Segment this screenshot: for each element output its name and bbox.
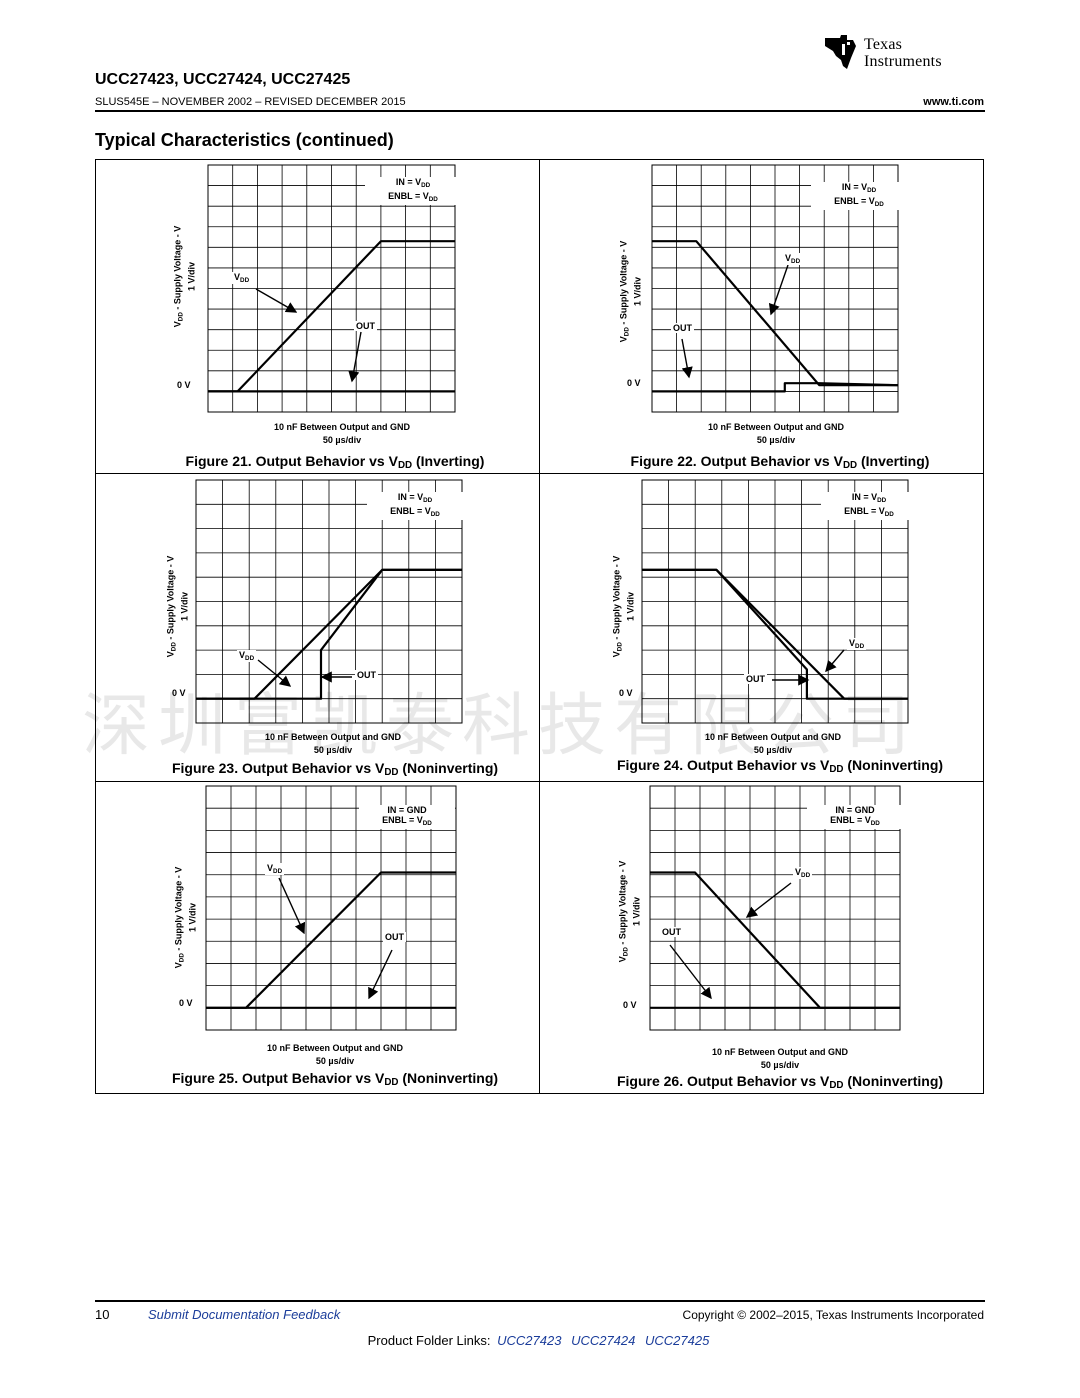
zero-volt-label: 0 V [179,998,193,1008]
out-tag: OUT [354,321,377,331]
ti-brand-line1: Texas [864,36,903,53]
footer-rule [95,1300,985,1302]
x-axis-scale: 50 µs/div [753,745,793,755]
section-title: Typical Characteristics (continued) [95,130,394,150]
out-tag: OUT [383,932,406,942]
figure-table-row-divider [95,781,984,782]
condition-label: IN = VDD ENBL = VDD [811,182,907,210]
x-axis-label: 10 nF Between Output and GND [273,422,410,432]
condition-in: IN = GND [387,805,427,815]
condition-label: IN = VDD ENBL = VDD [367,492,463,520]
figure-caption: Figure 26. Output Behavior vs VDD (Nonin… [616,1073,944,1091]
figure-caption: Figure 22. Output Behavior vs VDD (Inver… [630,453,930,471]
out-tag: OUT [744,674,767,684]
figure-caption: Figure 21. Output Behavior vs VDD (Inver… [185,453,485,471]
ti-logo-icon [825,35,856,69]
x-axis-label: 10 nF Between Output and GND [711,1047,848,1057]
condition-in: IN = VDD [395,177,431,189]
zero-volt-label: 0 V [623,1000,637,1010]
condition-enbl: ENBL = VDD [390,506,440,518]
x-axis-scale: 50 µs/div [313,745,353,755]
x-axis-label: 10 nF Between Output and GND [707,422,844,432]
x-axis-scale: 50 µs/div [760,1060,800,1070]
x-axis-scale: 50 µs/div [315,1056,355,1066]
links-label: Product Folder Links: [367,1333,491,1348]
zero-volt-label: 0 V [177,380,191,390]
vdd-tag: VDD [847,638,867,650]
condition-enbl: ENBL = VDD [830,815,880,827]
header-rule [95,110,985,112]
out-tag: OUT [660,927,683,937]
vdd-tag: VDD [265,863,285,875]
doc-subtitle: SLUS545E – NOVEMBER 2002 – REVISED DECEM… [95,96,406,108]
zero-volt-label: 0 V [627,378,641,388]
copyright: Copyright © 2002–2015, Texas Instruments… [682,1308,984,1322]
ti-logo: Texas Instruments [820,32,990,74]
figure-caption: Figure 25. Output Behavior vs VDD (Nonin… [171,1070,499,1088]
out-tag: OUT [671,323,694,333]
x-axis-label: 10 nF Between Output and GND [704,732,841,742]
doc-url-link[interactable]: www.ti.com [923,96,984,108]
figure-table-row-divider [95,473,984,474]
condition-in: IN = VDD [841,182,877,194]
x-axis-scale: 50 µs/div [322,435,362,445]
vdd-tag: VDD [237,650,257,662]
condition-in: IN = GND [835,805,875,815]
out-tag: OUT [355,670,378,680]
product-link-ucc27425[interactable]: UCC27425 [645,1333,710,1348]
zero-volt-label: 0 V [172,688,186,698]
condition-in: IN = VDD [397,492,433,504]
submit-feedback-link[interactable]: Submit Documentation Feedback [148,1307,341,1322]
ti-brand-line2: Instruments [864,53,942,70]
x-axis-scale: 50 µs/div [756,435,796,445]
ti-brand-name: Texas Instruments [864,36,942,70]
vdd-tag: VDD [783,253,803,265]
page-number: 10 [95,1307,110,1322]
condition-enbl: ENBL = VDD [844,506,894,518]
condition-in: IN = VDD [851,492,887,504]
product-link-ucc27424[interactable]: UCC27424 [571,1333,636,1348]
condition-enbl: ENBL = VDD [388,191,438,203]
vdd-tag: VDD [232,272,252,284]
x-axis-label: 10 nF Between Output and GND [264,732,401,742]
condition-enbl: ENBL = VDD [834,196,884,208]
condition-label: IN = VDD ENBL = VDD [821,492,917,520]
doc-title: UCC27423, UCC27424, UCC27425 [95,71,351,88]
condition-label: IN = GND ENBL = VDD [807,805,903,829]
vdd-tag: VDD [793,867,813,879]
product-folder-links: Product Folder Links: UCC27423 UCC27424 … [0,1333,1080,1348]
condition-enbl: ENBL = VDD [382,815,432,827]
x-axis-label: 10 nF Between Output and GND [266,1043,403,1053]
figure-table-divider [539,159,540,1094]
figure-caption: Figure 23. Output Behavior vs VDD (Nonin… [171,760,499,778]
figure-caption: Figure 24. Output Behavior vs VDD (Nonin… [616,757,944,775]
product-link-ucc27423[interactable]: UCC27423 [497,1333,562,1348]
condition-label: IN = VDD ENBL = VDD [365,177,461,205]
condition-label: IN = GND ENBL = VDD [359,805,455,829]
zero-volt-label: 0 V [619,688,633,698]
